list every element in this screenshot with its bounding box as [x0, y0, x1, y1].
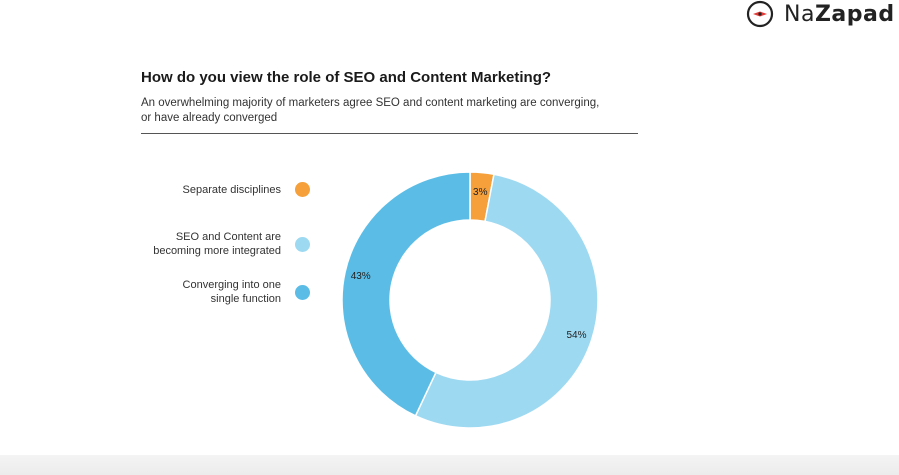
legend-label: SEO and Content are becoming more integr…	[153, 231, 281, 257]
legend-swatch	[295, 182, 310, 197]
legend-label: Separate disciplines	[182, 183, 281, 196]
brand-logo: NaZapad	[744, 0, 895, 28]
chart-subtitle: An overwhelming majority of marketers ag…	[141, 97, 600, 124]
brand-name-part2: Zapad	[814, 1, 895, 27]
slice-integrated	[414, 173, 599, 429]
divider	[141, 133, 638, 134]
brand-name: NaZapad	[784, 2, 895, 27]
chart-title: How do you view the role of SEO and Cont…	[141, 69, 552, 86]
slice-value-label: 43%	[351, 271, 371, 282]
legend-item-integrated: SEO and Content are becoming more integr…	[120, 230, 310, 258]
legend-swatch	[295, 236, 310, 252]
brand-name-part1: Na	[784, 1, 815, 27]
donut-chart: 3% 54% 43%	[341, 171, 599, 429]
bottom-band	[0, 455, 899, 475]
slice-value-label: 54%	[567, 330, 587, 341]
compass-icon	[746, 0, 774, 28]
legend-item-converging: Converging into one single function	[120, 278, 310, 306]
slice-value-label: 3%	[473, 187, 488, 198]
legend-label: Converging into one single function	[182, 279, 281, 305]
legend-item-separate: Separate disciplines	[120, 182, 310, 197]
legend-swatch	[295, 284, 310, 300]
slice-converging	[341, 171, 471, 417]
